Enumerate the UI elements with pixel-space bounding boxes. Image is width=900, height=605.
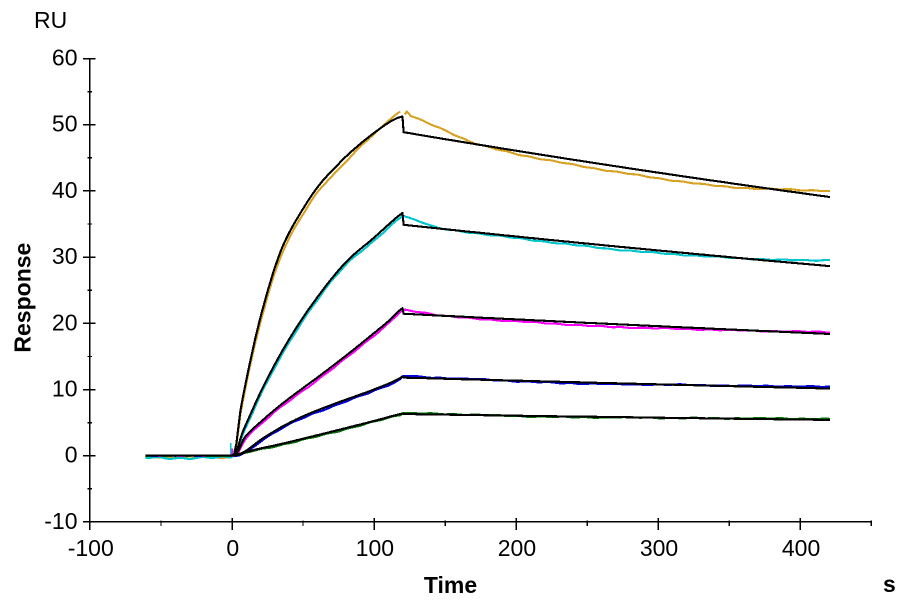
svg-text:200: 200 [498, 535, 536, 561]
svg-text:10: 10 [52, 376, 78, 402]
svg-text:0: 0 [226, 535, 239, 561]
svg-text:400: 400 [782, 535, 820, 561]
svg-text:300: 300 [640, 535, 678, 561]
svg-text:Response: Response [9, 243, 35, 353]
svg-text:40: 40 [52, 177, 78, 203]
svg-text:RU: RU [34, 7, 67, 33]
svg-text:60: 60 [52, 45, 78, 71]
svg-text:50: 50 [52, 111, 78, 137]
svg-text:100: 100 [356, 535, 394, 561]
svg-text:s: s [883, 571, 896, 597]
svg-text:-10: -10 [44, 508, 77, 534]
svg-text:30: 30 [52, 243, 78, 269]
svg-text:Time: Time [424, 572, 477, 598]
svg-text:20: 20 [52, 309, 78, 335]
svg-text:-100: -100 [68, 535, 114, 561]
svg-text:0: 0 [65, 442, 78, 468]
